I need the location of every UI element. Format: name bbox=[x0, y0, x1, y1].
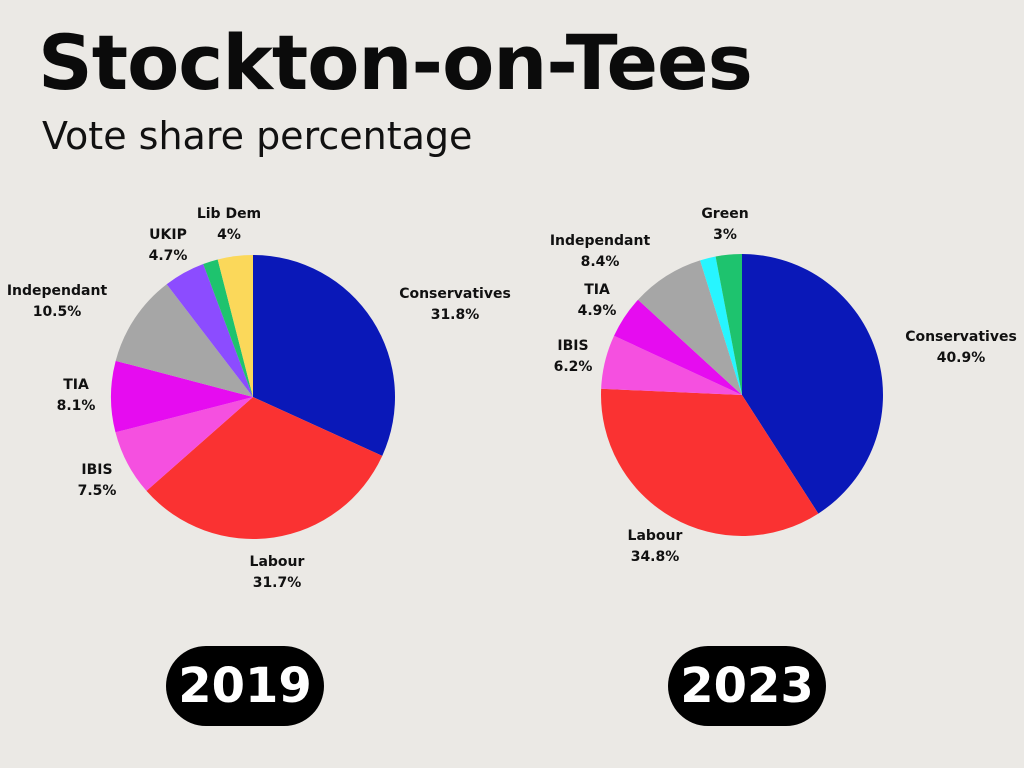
slice-label-conservatives: Conservatives 31.8% bbox=[399, 286, 511, 323]
slice-label-ibis: IBIS 7.5% bbox=[78, 462, 117, 499]
slice-label-independant: Independant 8.4% bbox=[550, 233, 651, 270]
slice-label-conservatives: Conservatives 40.9% bbox=[905, 329, 1017, 366]
slice-label-tia: TIA 8.1% bbox=[57, 377, 96, 414]
pie-slice-ukip bbox=[166, 264, 253, 397]
slice-label-ukip: UKIP 4.7% bbox=[149, 227, 188, 264]
pie-slice-ibis bbox=[601, 335, 742, 395]
pie-slice-ibis bbox=[115, 397, 254, 491]
slice-label-green: Green 3% bbox=[701, 206, 748, 243]
pie-slice-tia bbox=[614, 299, 742, 395]
pie-slice-independant bbox=[638, 260, 742, 395]
pie-slice-conservatives bbox=[253, 255, 396, 456]
year-badge-2019: 2019 bbox=[166, 646, 324, 726]
slice-label-independant: Independant 10.5% bbox=[7, 283, 108, 320]
pie-chart-2023: Conservatives 40.9% Labour 34.8% IBIS 6.2% TIA… bbox=[550, 206, 1017, 565]
pie-slice-independant bbox=[115, 284, 253, 397]
year-badge-2023: 2023 bbox=[668, 646, 826, 726]
slice-label-labour: Labour 34.8% bbox=[628, 528, 683, 565]
pie-slice-unlabeled-6 bbox=[203, 259, 253, 397]
pie-slice-tia bbox=[111, 360, 254, 433]
pie-slice-green bbox=[715, 254, 742, 395]
pie-slice-conservatives bbox=[742, 254, 883, 514]
pie-slice-labour bbox=[601, 388, 819, 536]
pie-chart-2019: Conservatives 31.8% Labour 31.7% IBIS 7.5% TIA… bbox=[7, 206, 511, 591]
slice-label-labour: Labour 31.7% bbox=[250, 554, 305, 591]
pie-slice-lib-dem bbox=[217, 255, 253, 397]
slice-label-tia: TIA 4.9% bbox=[578, 282, 617, 319]
page-title: Stockton-on-Tees bbox=[38, 18, 753, 107]
pie-slice-unlabeled-5 bbox=[700, 256, 742, 395]
page-subtitle: Vote share percentage bbox=[42, 114, 473, 158]
slice-label-ibis: IBIS 6.2% bbox=[554, 338, 593, 375]
pie-slice-labour bbox=[146, 397, 383, 540]
slice-label-lib-dem: Lib Dem 4% bbox=[197, 206, 261, 243]
